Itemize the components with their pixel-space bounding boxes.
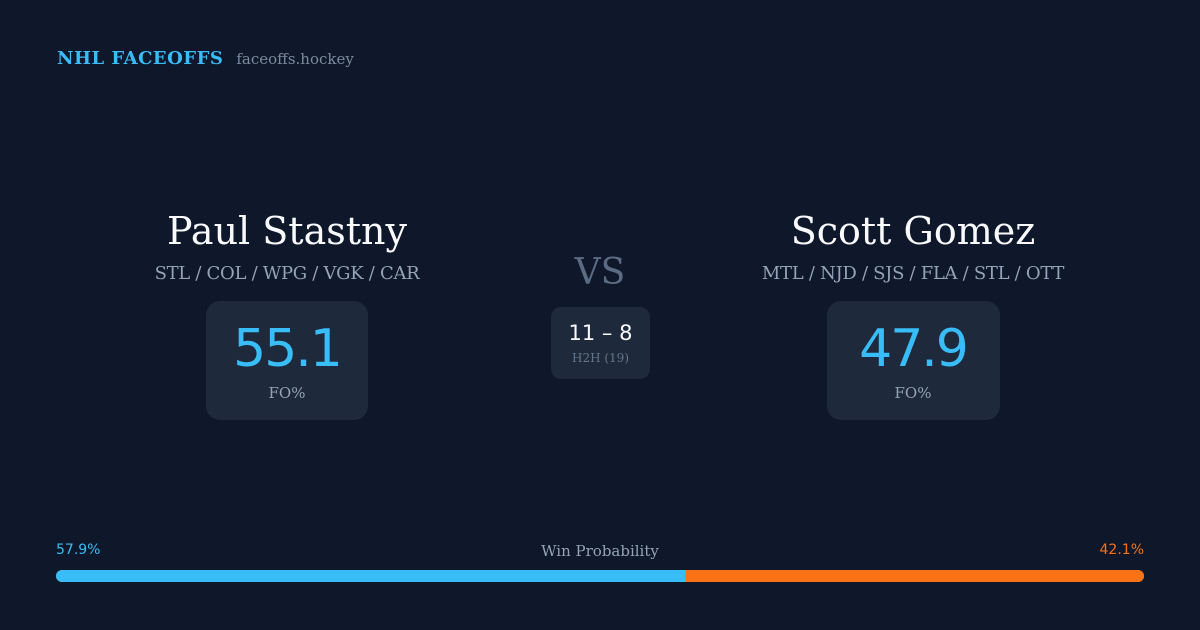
win-probability-labels: 57.9% Win Probability 42.1% [56, 542, 1144, 562]
player-b-stat-card: 47.9 FO% [826, 301, 1000, 420]
player-b-panel: Scott Gomez MTL / NJD / SJS / FLA / STL … [693, 205, 1133, 420]
player-b-teams: MTL / NJD / SJS / FLA / STL / OTT [761, 263, 1065, 284]
player-a-fo-label: FO% [268, 383, 306, 402]
player-b-win-probability: 42.1% [1099, 542, 1144, 558]
player-b-name: Scott Gomez [790, 209, 1036, 253]
player-b-fo-label: FO% [894, 383, 932, 402]
h2h-card: 11 – 8 H2H (19) [551, 307, 650, 379]
win-probability-title: Win Probability [541, 542, 659, 560]
player-a-panel: Paul Stastny STL / COL / WPG / VGK / CAR… [67, 205, 507, 420]
player-b-probability-fill [685, 570, 1144, 582]
brand-domain: faceoffs.hockey [236, 50, 354, 68]
win-probability-bar [56, 570, 1144, 582]
h2h-label: H2H (19) [571, 351, 629, 365]
brand-title: NHL FACEOFFS [57, 48, 224, 69]
h2h-score: 11 – 8 [568, 321, 633, 345]
player-a-name: Paul Stastny [167, 209, 407, 253]
brand-header: NHL FACEOFFS faceoffs.hockey [57, 48, 354, 69]
player-a-stat-card: 55.1 FO% [206, 301, 368, 420]
player-a-fo-value: 55.1 [233, 318, 343, 379]
player-a-teams: STL / COL / WPG / VGK / CAR [154, 263, 420, 284]
player-a-probability-fill [56, 570, 686, 582]
player-a-win-probability: 57.9% [56, 542, 101, 558]
player-b-fo-value: 47.9 [859, 318, 969, 379]
vs-label: VS [574, 252, 626, 293]
